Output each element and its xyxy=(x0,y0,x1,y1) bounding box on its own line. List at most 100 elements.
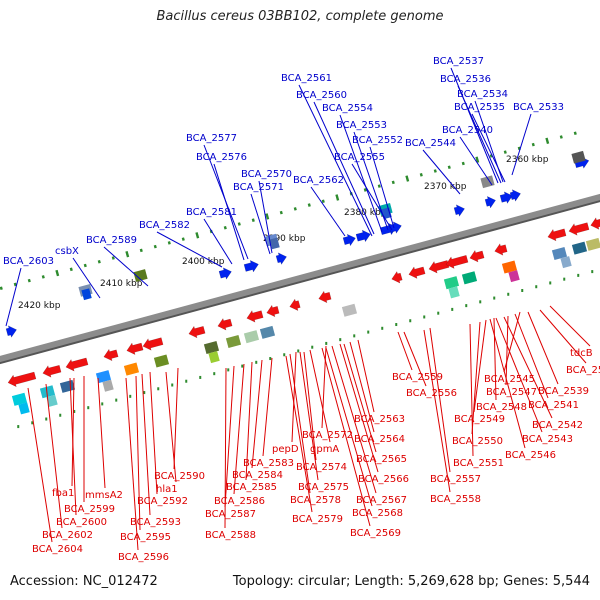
reverse-gene-label[interactable]: tdcB xyxy=(570,348,593,359)
reverse-gene-label[interactable]: BCA_2566 xyxy=(358,474,409,485)
reverse-gene-label[interactable]: pepD xyxy=(272,444,299,455)
reverse-gene-label[interactable]: gpmA xyxy=(310,444,339,455)
forward-gene-label[interactable]: BCA_2553 xyxy=(336,120,387,131)
scale-tick xyxy=(283,353,286,357)
reverse-gene-label[interactable]: BCA_2578 xyxy=(290,495,341,506)
reverse-feature-box xyxy=(571,241,588,255)
forward-gene-label[interactable]: BCA_2552 xyxy=(352,135,403,146)
reverse-gene-label[interactable]: BCA_2599 xyxy=(64,504,115,515)
reverse-gene-label[interactable]: BCA_2548 xyxy=(476,402,527,413)
scale-tick xyxy=(227,368,230,372)
forward-gene-label[interactable]: BCA_2581 xyxy=(186,207,237,218)
reverse-gene-label[interactable]: BCA_2563 xyxy=(354,414,405,425)
reverse-gene-label[interactable]: BCA_2575 xyxy=(298,482,349,493)
reverse-label-line xyxy=(429,327,451,473)
forward-gene-label[interactable]: BCA_2535 xyxy=(454,102,505,113)
reverse-gene-label[interactable]: fba1 xyxy=(52,488,74,499)
reverse-gene-label[interactable]: BCA_2574 xyxy=(296,462,347,473)
reverse-gene-label[interactable]: BCA_2568 xyxy=(352,508,403,519)
forward-gene-label[interactable]: csbX xyxy=(55,246,79,257)
reverse-gene-label[interactable]: BCA_2584 xyxy=(232,470,283,481)
reverse-gene-label[interactable]: BCA_2539 xyxy=(538,386,589,397)
reverse-gene-label[interactable]: BCA_2602 xyxy=(42,530,93,541)
forward-feature-box xyxy=(81,288,92,301)
forward-gene-label[interactable]: BCA_2561 xyxy=(281,73,332,84)
reverse-label-line xyxy=(251,359,263,469)
forward-gene-label[interactable]: BCA_2533 xyxy=(513,102,564,113)
forward-gene-label[interactable]: BCA_2570 xyxy=(241,169,292,180)
reverse-gene-label[interactable]: BCA_2549 xyxy=(454,414,505,425)
forward-gene-label[interactable]: BCA_2589 xyxy=(86,235,137,246)
forward-gene-label[interactable]: BCA_2555 xyxy=(334,152,385,163)
forward-gene-label[interactable]: BCA_2603 xyxy=(3,256,54,267)
reverse-gene-label[interactable]: BCA_2583 xyxy=(243,458,294,469)
reverse-gene xyxy=(266,304,280,318)
reverse-gene-label[interactable]: BCA_2547 xyxy=(486,387,537,398)
reverse-gene xyxy=(408,266,426,279)
reverse-feature-box xyxy=(585,237,600,251)
reverse-label-line xyxy=(397,331,413,371)
reverse-gene-label[interactable]: BCA_2600 xyxy=(56,517,107,528)
reverse-gene-label[interactable]: BCA_2556 xyxy=(406,388,457,399)
reverse-gene-label[interactable]: BCA_2546 xyxy=(505,450,556,461)
reverse-gene-label[interactable]: BCA_2551 xyxy=(453,458,504,469)
reverse-label-line xyxy=(514,313,549,399)
scale-tick xyxy=(577,273,580,277)
forward-gene-label[interactable]: BCA_2554 xyxy=(322,103,373,114)
forward-gene-label[interactable]: BCA_2582 xyxy=(139,220,190,231)
forward-gene-label[interactable]: BCA_2537 xyxy=(433,56,484,67)
forward-gene-label[interactable]: BCA_2562 xyxy=(293,175,344,186)
reverse-gene-label[interactable]: BCA_2592 xyxy=(137,496,188,507)
reverse-gene-label[interactable]: BCA_2595 xyxy=(120,532,171,543)
reverse-gene xyxy=(445,254,469,269)
reverse-gene-label[interactable]: BCA_2586 xyxy=(214,496,265,507)
forward-gene-label[interactable]: BCA_2540 xyxy=(442,125,493,136)
reverse-gene-label[interactable]: BCA_2596 xyxy=(118,552,169,563)
scale-tick xyxy=(405,175,410,182)
scale-tick xyxy=(157,387,160,391)
reverse-gene-label[interactable]: BCA_2558 xyxy=(430,494,481,505)
reverse-gene-label[interactable]: BCA_2559 xyxy=(392,372,443,383)
reverse-feature-box xyxy=(18,402,30,415)
reverse-gene-label[interactable]: BCA_2564 xyxy=(354,434,405,445)
reverse-label-line xyxy=(539,309,587,364)
reverse-gene xyxy=(469,249,485,263)
reverse-gene-label[interactable]: BCA_2541 xyxy=(528,400,579,411)
reverse-feature-box xyxy=(225,335,242,349)
reverse-gene-label[interactable]: mmsA2 xyxy=(85,490,123,501)
forward-gene-label[interactable]: BCA_2534 xyxy=(457,89,508,100)
scale-tick xyxy=(55,269,60,277)
reverse-gene-label[interactable]: BCA_2567 xyxy=(356,495,407,506)
reverse-gene-label[interactable]: BCA_2538 xyxy=(566,365,600,376)
forward-label-line xyxy=(213,163,245,261)
reverse-gene-label[interactable]: BCA_2604 xyxy=(32,544,83,555)
scale-tick xyxy=(265,213,270,220)
reverse-gene-label[interactable]: BCA_2579 xyxy=(292,514,343,525)
reverse-gene-label[interactable]: BCA_2569 xyxy=(350,528,401,539)
forward-gene-label[interactable]: BCA_2544 xyxy=(405,138,456,149)
reverse-gene-label[interactable]: BCA_2587 xyxy=(205,509,256,520)
reverse-gene-label[interactable]: BCA_2593 xyxy=(130,517,181,528)
forward-gene-label[interactable]: BCA_2576 xyxy=(196,152,247,163)
forward-gene-label[interactable]: BCA_2560 xyxy=(296,90,347,101)
reverse-gene xyxy=(318,290,332,304)
reverse-gene-label[interactable]: BCA_2550 xyxy=(452,436,503,447)
reverse-gene-label[interactable]: BCA_2588 xyxy=(205,530,256,541)
forward-gene-label[interactable]: BCA_2536 xyxy=(440,74,491,85)
reverse-gene-label[interactable]: BCA_2542 xyxy=(532,420,583,431)
reverse-gene-label[interactable]: BCA_2590 xyxy=(154,471,205,482)
scale-tick xyxy=(87,406,90,410)
reverse-gene-label[interactable]: BCA_2543 xyxy=(522,434,573,445)
reverse-gene-label[interactable]: BCA_2565 xyxy=(356,454,407,465)
scale-tick xyxy=(213,372,216,376)
reverse-gene-label[interactable]: BCA_2557 xyxy=(430,474,481,485)
reverse-gene-label[interactable]: BCA_2572 xyxy=(302,430,353,441)
forward-gene-label[interactable]: BCA_2577 xyxy=(186,133,237,144)
scale-tick xyxy=(535,285,538,289)
forward-gene-label[interactable]: BCA_2571 xyxy=(233,182,284,193)
reverse-gene-label[interactable]: BCA_2585 xyxy=(226,482,277,493)
reverse-gene-label[interactable]: BCA_2545 xyxy=(484,374,535,385)
reverse-gene-label[interactable]: hla1 xyxy=(156,484,178,495)
scale-tick xyxy=(451,307,454,311)
